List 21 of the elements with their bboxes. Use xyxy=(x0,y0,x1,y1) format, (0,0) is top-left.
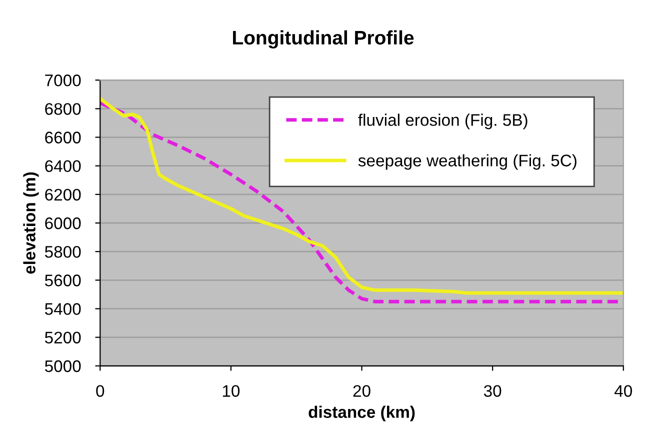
y-tick-label: 6400 xyxy=(45,160,81,172)
legend-label: fluvial erosion (Fig. 5B) xyxy=(358,114,528,130)
y-tick-label: 5800 xyxy=(44,246,81,258)
y-tick-label: 7000 xyxy=(45,74,81,86)
x-axis-title: distance (km) xyxy=(308,406,415,422)
x-tick-label: 20 xyxy=(353,385,370,397)
x-tick-label: 40 xyxy=(614,385,632,397)
y-tick-label: 6000 xyxy=(45,217,81,230)
y-tick-label: 5600 xyxy=(44,274,81,286)
x-tick-label: 10 xyxy=(222,385,240,397)
y-tick-label: 6200 xyxy=(45,188,81,201)
y-tick-label: 5200 xyxy=(44,332,81,344)
y-tick-label: 6600 xyxy=(45,132,81,144)
x-tick-label: 30 xyxy=(484,385,502,397)
y-tick-label: 5000 xyxy=(44,360,81,372)
y-tick-label: 5400 xyxy=(44,303,81,315)
legend-label: seepage weathering (Fig. 5C) xyxy=(358,154,576,170)
y-tick-label: 6800 xyxy=(45,103,81,115)
x-tick-label: 0 xyxy=(96,385,104,397)
chart-title: Longitudinal Profile xyxy=(233,30,414,49)
y-axis-title: elevation (m) xyxy=(23,172,39,274)
